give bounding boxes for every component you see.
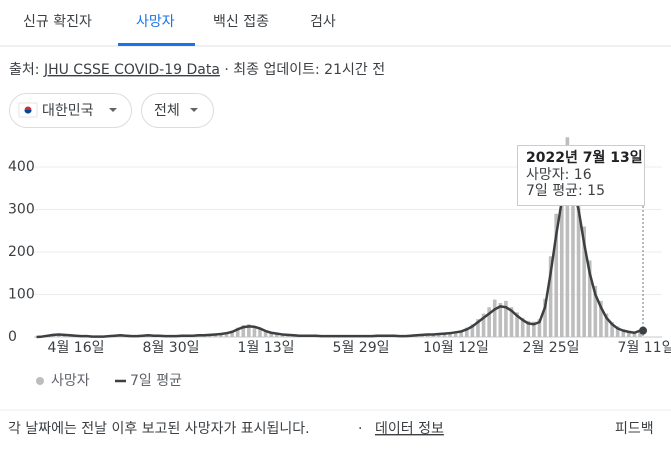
x-tick-label: 5월 29일: [333, 340, 390, 356]
bar: [576, 175, 581, 337]
filter-chip[interactable]: [141, 93, 214, 128]
bar: [258, 327, 262, 337]
bar: [487, 307, 491, 337]
hover-point: [639, 326, 648, 335]
bar: [520, 317, 525, 337]
dropdown-arrow: [109, 108, 117, 112]
dropdown-arrow: [190, 108, 198, 112]
separator: ·: [358, 421, 362, 437]
y-tick-label: 400: [8, 159, 35, 175]
bar: [615, 326, 620, 337]
source-line: 출처: JHU CSSE COVID-19 Data · 최종 업데이트: 21…: [9, 62, 385, 78]
bar: [224, 332, 229, 337]
tooltip: [517, 145, 645, 206]
bar: [582, 226, 586, 337]
bar: [504, 300, 508, 337]
bar: [476, 319, 480, 337]
filter-label[interactable]: 대한민국: [42, 103, 94, 119]
source-updated: · 최종 업데이트: 21시간 전: [224, 62, 385, 78]
chart: 0 100 200 300 400 4월 16일 8월 30일 1월 13일 5월 29일 10월…: [8, 137, 671, 389]
bar: [442, 332, 447, 337]
tab[interactable]: 백신 접종: [213, 14, 269, 30]
y-tick-label: 300: [8, 202, 35, 218]
y-tick-label: 200: [8, 244, 35, 260]
bar: [448, 332, 452, 337]
bar: [571, 158, 575, 337]
bar: [548, 256, 553, 337]
bar: [62, 335, 67, 337]
tooltip-line: 7일 평균: 15: [526, 183, 605, 199]
y-tick-label: 100: [8, 287, 35, 303]
data-info-link[interactable]: 데이터 정보: [375, 421, 444, 437]
bar: [610, 322, 614, 337]
bar: [632, 331, 637, 337]
bar: [509, 307, 514, 337]
x-tick-label: 1월 13일: [238, 340, 295, 356]
source-link[interactable]: JHU CSSE COVID-19 Data: [43, 62, 220, 78]
bar: [453, 331, 458, 337]
bar: [537, 319, 542, 337]
y-tick-label: 0: [8, 329, 17, 345]
feedback-link[interactable]: 피드백: [615, 421, 654, 437]
bar: [627, 331, 631, 337]
bar: [559, 167, 564, 337]
footer-note: 각 날짜에는 전날 이후 보고된 사망자가 표시됩니다.: [8, 421, 310, 437]
bar: [565, 137, 570, 337]
bar: [252, 325, 257, 337]
source-label: 출처:: [9, 62, 39, 78]
bar: [604, 313, 609, 337]
bar: [599, 300, 603, 337]
bar: [492, 299, 497, 337]
legend-swatch: [36, 377, 44, 385]
tab-active[interactable]: 사망자: [136, 14, 175, 30]
bar: [621, 329, 626, 337]
x-tick-label: 7월 11일: [618, 340, 671, 356]
bar: [263, 330, 268, 337]
bar: [638, 330, 642, 337]
bar: [269, 332, 274, 337]
bar: [593, 286, 598, 337]
x-tick-label: 10월 12일: [423, 340, 489, 356]
filter-label[interactable]: 전체: [154, 103, 180, 119]
bar: [437, 333, 441, 337]
filter-chip[interactable]: [9, 93, 132, 128]
tab[interactable]: 신규 확진자: [23, 14, 92, 30]
bar: [587, 260, 592, 337]
bar: [235, 327, 240, 337]
bar: [464, 327, 469, 337]
bar: [241, 325, 246, 337]
bar: [481, 313, 486, 337]
legend-label: 사망자: [51, 373, 90, 389]
bar: [554, 213, 559, 337]
bar: [470, 324, 475, 337]
line: [36, 182, 641, 339]
flag-circle-half: [24, 110, 32, 114]
tab-indicator: [118, 43, 195, 46]
tab[interactable]: 검사: [310, 14, 336, 30]
x-tick-label: 8월 30일: [143, 340, 200, 356]
bar: [515, 312, 519, 337]
tooltip-line: 사망자: 16: [526, 167, 592, 183]
bar: [459, 330, 464, 337]
bar: [498, 303, 503, 337]
bar: [274, 333, 279, 337]
bar: [247, 324, 251, 337]
x-tick-label: 2월 25일: [523, 340, 580, 356]
x-tick-label: 4월 16일: [48, 340, 105, 356]
legend-label: 7일 평균: [130, 373, 182, 389]
bar: [532, 321, 536, 337]
bar: [543, 298, 547, 337]
bar: [230, 330, 234, 337]
tooltip-title: 2022년 7월 13일: [526, 149, 643, 166]
bar: [526, 320, 531, 337]
